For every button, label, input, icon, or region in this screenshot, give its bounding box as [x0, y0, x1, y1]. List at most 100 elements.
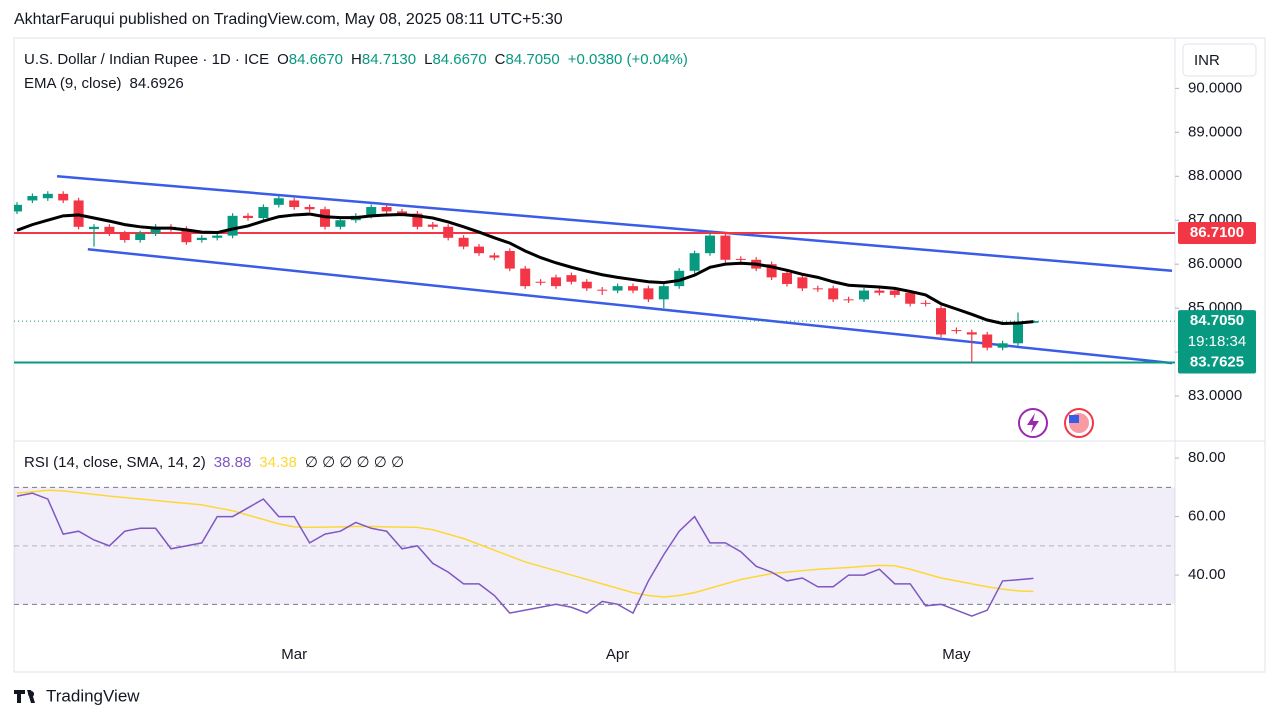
- trendline: [56, 175, 1173, 273]
- candle-body: [427, 224, 438, 227]
- candle-body: [597, 289, 608, 291]
- candle-body: [227, 215, 238, 236]
- rsi-plot: [14, 486, 1175, 617]
- candle-body: [474, 246, 484, 254]
- y-tick-label: 40.00: [1188, 566, 1226, 583]
- candle-body: [766, 264, 777, 278]
- candle-body: [520, 268, 531, 287]
- candle-body: [905, 292, 916, 304]
- candle-body: [828, 288, 839, 300]
- rsi-title: RSI (14, close, SMA, 14, 2): [24, 454, 206, 471]
- rsi-value: 38.88: [213, 454, 252, 471]
- candle-body: [273, 198, 284, 205]
- price-label: 86.7100: [1190, 224, 1244, 241]
- price-label-box: [1178, 351, 1256, 374]
- candle-body: [42, 193, 53, 199]
- candle-body: [566, 275, 577, 282]
- candle-body: [104, 226, 115, 234]
- candle-body: [58, 193, 69, 201]
- candle-body: [658, 286, 669, 300]
- currency-box[interactable]: [1182, 43, 1257, 77]
- ohlc-key: H: [351, 51, 362, 68]
- y-tick-label: 90.0000: [1188, 79, 1242, 96]
- candle-body: [874, 290, 885, 293]
- y-tick-label: 86.0000: [1188, 255, 1242, 272]
- candle-body: [797, 277, 808, 289]
- ohlc-value: 84.7130: [361, 51, 417, 68]
- candle-body: [135, 233, 146, 240]
- candle-body: [551, 277, 561, 287]
- x-tick-label: May: [942, 646, 971, 663]
- candle-body: [689, 253, 700, 271]
- candle-body: [674, 270, 685, 287]
- candle-body: [859, 290, 869, 300]
- candle-body: [89, 226, 99, 230]
- ohlc-value: 84.6670: [432, 51, 487, 68]
- last-price-box: [1178, 310, 1256, 355]
- candle-body: [997, 343, 1008, 348]
- y-tick-label: 89.0000: [1188, 123, 1242, 140]
- candle-body: [212, 235, 223, 238]
- candle-body: [612, 286, 623, 291]
- candle-body: [535, 281, 546, 283]
- legend: U.S. Dollar / Indian Rupee · 1D · ICE O84…: [24, 48, 688, 96]
- candle-body: [443, 226, 454, 238]
- y-tick-label: 80.00: [1188, 449, 1226, 466]
- candle-body: [982, 334, 993, 348]
- candle-body: [782, 272, 792, 284]
- candle-body: [1013, 323, 1023, 344]
- candle-body: [720, 235, 731, 260]
- placeholders: ∅ ∅ ∅ ∅ ∅ ∅: [304, 454, 405, 471]
- candle-body: [581, 281, 592, 289]
- brand: TradingView: [46, 686, 140, 705]
- candle-body: [335, 220, 346, 227]
- rsi-line: [16, 492, 1034, 617]
- candle-body: [966, 332, 977, 335]
- rsi-legend: RSI (14, close, SMA, 14, 2) 38.88 34.38 ∅ ∅…: [24, 452, 404, 474]
- candle-body: [381, 207, 392, 212]
- series-name: EMA (9, close): [24, 75, 122, 92]
- candle-body: [366, 207, 377, 216]
- rsi-value: 34.38: [259, 454, 297, 471]
- series-last: 84.6926: [129, 75, 184, 92]
- candle-body: [735, 258, 746, 260]
- ohlc-value: 84.7050: [505, 51, 560, 68]
- plot: [14, 175, 1175, 365]
- currency: INR: [1194, 52, 1220, 69]
- candle-body: [920, 302, 931, 304]
- countdown: 19:18:34: [1188, 333, 1246, 350]
- icons: [1018, 408, 1094, 438]
- legend-row: EMA (9, close) 84.6926: [24, 72, 688, 96]
- last-price-label: 84.7050: [1190, 312, 1244, 329]
- frame: [13, 37, 1266, 673]
- candle-body: [504, 250, 515, 269]
- candle-body: [951, 330, 962, 332]
- change: +0.0380 (+0.04%): [567, 51, 688, 68]
- y-tick-label: 88.0000: [1188, 167, 1242, 184]
- x-tick-label: Mar: [281, 646, 307, 663]
- candle-body: [812, 288, 823, 290]
- price-label-box: [1178, 221, 1256, 244]
- candle-body: [489, 255, 500, 258]
- rsi-line: [16, 489, 1034, 598]
- candle-body: [643, 288, 654, 300]
- legend-row: U.S. Dollar / Indian Rupee · 1D · ICE O84…: [24, 48, 688, 72]
- y-tick-label: 60.00: [1188, 508, 1226, 525]
- candle-body: [119, 233, 130, 240]
- candle-body: [397, 211, 407, 214]
- candle-body: [936, 308, 946, 335]
- ohlc-key: C: [494, 51, 506, 68]
- candle-body: [628, 286, 638, 291]
- publisher-line: AkhtarFaruqui published on TradingView.c…: [14, 11, 563, 28]
- price-label: 83.7625: [1190, 353, 1244, 370]
- candle-body: [14, 204, 22, 212]
- ohlc-value: 84.6670: [288, 51, 344, 68]
- candle-body: [843, 299, 854, 301]
- bolt: [1027, 413, 1039, 433]
- candle-body: [889, 290, 900, 295]
- flag-canton: [1069, 415, 1079, 423]
- candle-body: [181, 229, 192, 243]
- candle-body: [196, 237, 207, 240]
- symbol-title: U.S. Dollar / Indian Rupee · 1D · ICE: [24, 51, 270, 68]
